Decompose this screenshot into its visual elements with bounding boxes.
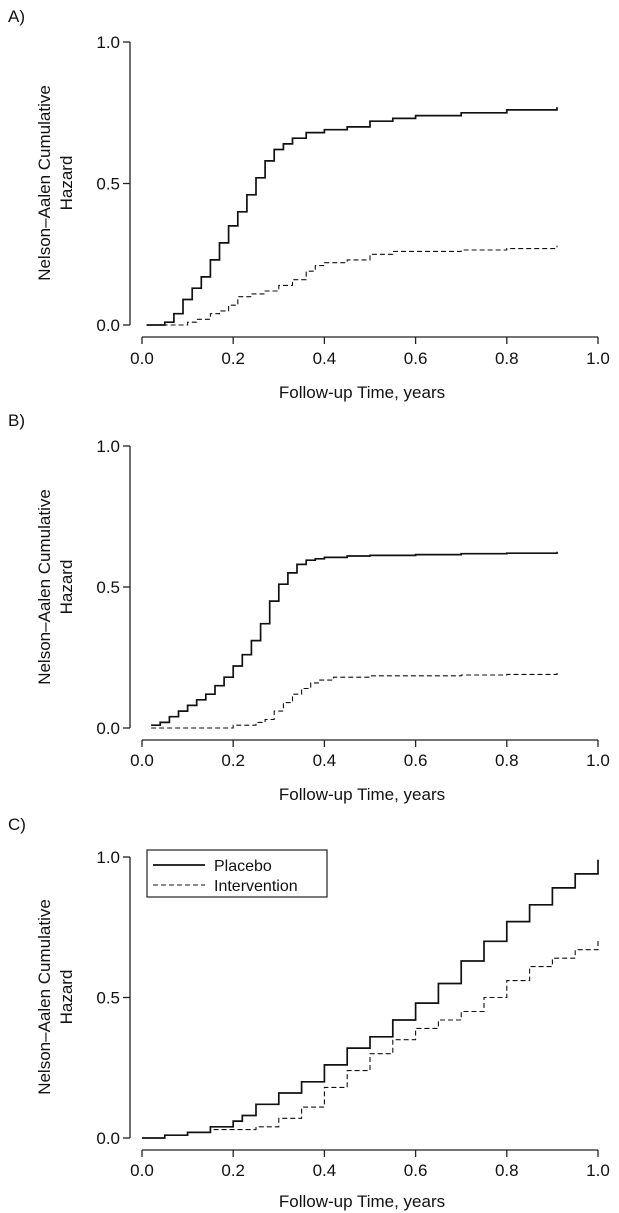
y-tick-label: 0.0 <box>96 316 120 335</box>
series-line-dashed <box>146 245 558 326</box>
x-tick-label: 0.8 <box>495 1161 519 1180</box>
legend-box <box>146 849 328 898</box>
legend-label: Intervention <box>214 878 298 895</box>
chart-panel-b: B) 0.0 0.5 1.0 0.0 0.2 0.4 0.6 0.8 1.0 Follow-up T… <box>8 411 610 804</box>
x-tick-label: 0.8 <box>495 751 519 770</box>
x-tick-label: 0.2 <box>221 751 245 770</box>
y-axis-title-line: Hazard <box>57 156 76 211</box>
x-tick-label: 0.6 <box>404 349 428 368</box>
x-tick-label: 0.4 <box>313 751 337 770</box>
y-tick-label: 0.0 <box>96 719 120 738</box>
y-axis-title: Nelson–Aalen Cumulative Hazard <box>35 899 76 1095</box>
x-tick-label: 0.0 <box>130 1161 154 1180</box>
panel-label: A) <box>8 7 25 26</box>
series-line-intervention <box>142 938 599 1139</box>
y-axis-title-line: Nelson–Aalen Cumulative <box>35 489 54 685</box>
chart-panel-a: A) 0.0 0.5 1.0 0.0 0.2 0.4 0.6 0.8 1.0 Follow-up T… <box>8 7 610 402</box>
y-tick-label: 0.5 <box>96 578 120 597</box>
chart-panel-c: C) 0.0 0.5 1.0 0.0 0.2 0.4 0.6 0.8 1.0 Follow-up T… <box>8 815 610 1211</box>
x-tick-label: 0.6 <box>404 1161 428 1180</box>
y-axis-title: Nelson–Aalen Cumulative Hazard <box>35 489 76 685</box>
x-tick-label: 1.0 <box>586 1161 610 1180</box>
y-tick-label: 1.0 <box>96 848 120 867</box>
x-axis-title: Follow-up Time, years <box>279 383 445 402</box>
x-tick-label: 0.8 <box>495 349 519 368</box>
x-tick-label: 0.0 <box>130 751 154 770</box>
x-tick-label: 0.0 <box>130 349 154 368</box>
y-tick-label: 0.5 <box>96 175 120 194</box>
x-axis-title: Follow-up Time, years <box>279 1192 445 1211</box>
y-axis-title-line: Nelson–Aalen Cumulative <box>35 85 54 281</box>
x-tick-label: 0.4 <box>313 349 337 368</box>
y-tick-label: 0.5 <box>96 989 120 1008</box>
series-line-solid <box>151 551 558 727</box>
x-tick-label: 0.4 <box>313 1161 337 1180</box>
legend: Placebo Intervention <box>146 849 328 898</box>
x-tick-label: 0.2 <box>221 1161 245 1180</box>
y-axis-title-line: Hazard <box>57 970 76 1025</box>
y-tick-label: 0.0 <box>96 1129 120 1148</box>
x-tick-label: 0.2 <box>221 349 245 368</box>
y-axis-title-line: Nelson–Aalen Cumulative <box>35 899 54 1095</box>
x-tick-label: 0.6 <box>404 751 428 770</box>
legend-label: Placebo <box>214 858 272 875</box>
x-tick-label: 1.0 <box>586 349 610 368</box>
y-tick-label: 1.0 <box>96 437 120 456</box>
y-tick-label: 1.0 <box>96 33 120 52</box>
y-axis-title: Nelson–Aalen Cumulative Hazard <box>35 85 76 281</box>
y-axis-title-line: Hazard <box>57 560 76 615</box>
series-line-placebo <box>142 859 599 1139</box>
series-line-solid <box>146 107 558 326</box>
series-line-dashed <box>151 673 558 729</box>
panel-label: C) <box>8 815 26 834</box>
x-axis-title: Follow-up Time, years <box>279 785 445 804</box>
panel-label: B) <box>8 411 25 430</box>
x-tick-label: 1.0 <box>586 751 610 770</box>
